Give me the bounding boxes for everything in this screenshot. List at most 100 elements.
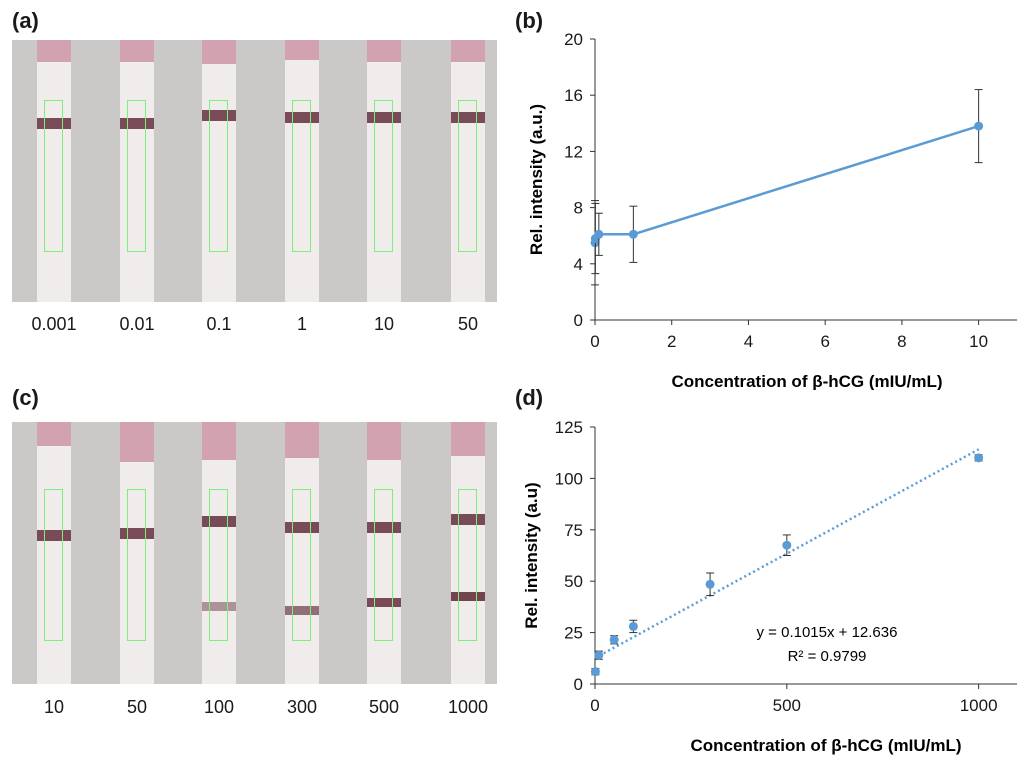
control-line: [451, 112, 485, 123]
roi-box: [292, 489, 311, 641]
test-line: [451, 592, 485, 601]
control-line: [202, 110, 236, 121]
y-axis-label: Rel. intensity (a.u.): [527, 104, 546, 255]
data-point: [594, 650, 604, 660]
roi-box: [292, 100, 311, 252]
roi-box: [44, 100, 63, 252]
test-strip: [120, 422, 154, 684]
x-tick-label: 4: [744, 332, 753, 351]
y-tick-label: 75: [564, 521, 583, 540]
test-line: [285, 606, 319, 615]
concentration-label: 50: [126, 697, 148, 717]
roi-box: [44, 489, 63, 641]
y-tick-label: 0: [574, 311, 583, 330]
roi-box: [209, 489, 228, 641]
x-tick-label: 500: [773, 696, 801, 715]
x-axis-label: Concentration of β-hCG (mIU/mL): [690, 736, 961, 755]
panel-label-c: (c): [12, 385, 39, 410]
data-point: [628, 621, 638, 631]
strip-sample-pad: [285, 40, 319, 60]
data-point: [974, 453, 984, 463]
y-tick-label: 8: [574, 199, 583, 218]
x-tick-label: 1000: [960, 696, 998, 715]
concentration-label: 10: [43, 697, 65, 717]
test-line: [202, 602, 236, 611]
y-tick-label: 20: [564, 30, 583, 49]
control-line: [120, 118, 154, 129]
roi-box: [209, 100, 228, 252]
x-tick-label: 0: [590, 696, 599, 715]
test-strip: [367, 422, 401, 684]
y-tick-label: 4: [574, 255, 583, 274]
y-tick-label: 125: [555, 418, 583, 437]
data-point: [609, 635, 619, 645]
concentration-label: 0.01: [119, 314, 155, 334]
data-point: [705, 579, 715, 589]
control-line: [367, 112, 401, 123]
test-strips-photo-c: [12, 422, 497, 684]
data-point: [594, 229, 604, 239]
x-tick-label: 10: [969, 332, 988, 351]
strip-sample-pad: [202, 40, 236, 64]
test-strip: [451, 40, 485, 302]
control-line: [367, 522, 401, 533]
y-tick-label: 16: [564, 86, 583, 105]
test-line: [367, 598, 401, 607]
concentration-label: 100: [203, 697, 235, 717]
panel-label-d: (d): [515, 385, 544, 410]
strip-sample-pad: [120, 422, 154, 462]
x-tick-label: 0: [590, 332, 599, 351]
concentration-label: 1: [296, 314, 307, 334]
strip-sample-pad: [37, 422, 71, 446]
y-tick-label: 12: [564, 142, 583, 161]
concentration-label: 0.1: [206, 314, 232, 334]
strip-sample-pad: [202, 422, 236, 460]
test-strip: [451, 422, 485, 684]
strip-sample-pad: [367, 40, 401, 62]
concentration-label: 1000: [447, 697, 489, 717]
control-line: [451, 514, 485, 525]
data-point: [590, 667, 600, 677]
y-tick-label: 100: [555, 469, 583, 488]
roi-box: [374, 100, 393, 252]
concentration-label: 500: [368, 697, 400, 717]
strip-sample-pad: [285, 422, 319, 458]
panel-label-b: (b): [515, 8, 544, 33]
control-line: [120, 528, 154, 539]
concentration-label: 50: [457, 314, 479, 334]
strip-sample-pad: [451, 422, 485, 456]
control-line: [285, 522, 319, 533]
control-line: [202, 516, 236, 527]
control-line: [37, 530, 71, 541]
test-strip: [37, 422, 71, 684]
concentration-label: 10: [373, 314, 395, 334]
control-line: [285, 112, 319, 123]
strip-sample-pad: [451, 40, 485, 62]
strip-sample-pad: [367, 422, 401, 460]
concentration-label: 300: [286, 697, 318, 717]
series-line: [593, 124, 980, 243]
roi-box: [127, 100, 146, 252]
roi-box: [458, 489, 477, 641]
x-tick-label: 6: [820, 332, 829, 351]
test-strips-photo-a: [12, 40, 497, 302]
chart-d: Concentration of β-hCG (mIU/mL) Rel. int…: [522, 418, 1017, 755]
data-point: [628, 229, 638, 239]
x-tick-label: 8: [897, 332, 906, 351]
test-strip: [285, 422, 319, 684]
y-tick-label: 0: [574, 675, 583, 694]
trendline-equation: y = 0.1015x + 12.636: [757, 624, 898, 641]
strip-sample-pad: [120, 40, 154, 62]
x-tick-label: 2: [667, 332, 676, 351]
x-axis-label: Concentration of β-hCG (mIU/mL): [671, 372, 942, 390]
test-strip: [202, 40, 236, 302]
roi-box: [127, 489, 146, 641]
data-point: [974, 121, 984, 131]
roi-box: [374, 489, 393, 641]
roi-box: [458, 100, 477, 252]
r-squared: R² = 0.9799: [788, 648, 867, 665]
data-point: [782, 540, 792, 550]
test-strip: [120, 40, 154, 302]
test-strip: [367, 40, 401, 302]
y-tick-label: 25: [564, 624, 583, 643]
